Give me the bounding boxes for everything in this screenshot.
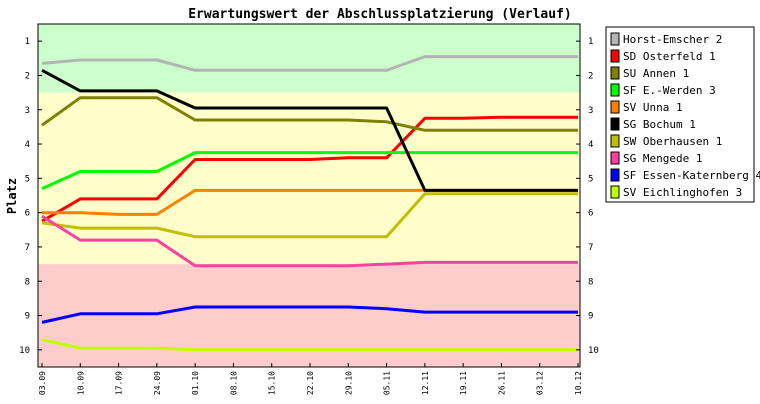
x-tick-label-13: 03.12 [536,371,545,395]
legend-label-5: SV Unna 1 [623,101,683,114]
x-tick-label-2: 17.09 [115,371,124,395]
x-tick-label-3: 24.09 [153,371,162,395]
legend-label-8: SG Mengede 1 [623,152,702,165]
series-line-3 [41,96,578,132]
x-tick-label-9: 05.11 [383,371,392,395]
legend-swatch-2 [610,49,620,63]
x-tick-label-7: 22.10 [306,371,315,395]
y-tick-label-left-8: 8 [25,277,30,287]
legend-swatch-9 [610,168,620,182]
legend-label-7: SW Oberhausen 1 [623,135,722,148]
legend-swatch-6 [610,117,620,131]
x-tick-label-4: 01.10 [191,371,200,395]
legend-label-10: SV Eichlinghofen 3 [623,186,742,199]
x-tick-label-6: 15.10 [268,371,277,395]
series-line-4 [41,151,578,190]
y-tick-label-right-10: 10 [588,346,599,356]
y-tick-label-left-9: 9 [25,312,30,322]
x-tick-label-11: 19.11 [459,371,468,395]
y-tick-label-left-5: 5 [25,174,30,184]
series-line-6 [41,68,578,192]
y-tick-label-right-2: 2 [588,71,593,81]
background-band-0 [38,24,580,93]
y-tick-label-right-4: 4 [588,140,593,150]
legend-swatch-1 [610,32,620,46]
legend-label-9: SF Essen-Katernberg 4 [623,169,760,182]
legend: Horst-Emscher 2 SD Osterfeld 1 SU Annen 1 S… [605,26,760,203]
chart-title: Erwartungswert der Abschlussplatzierung … [188,7,572,22]
series-line-7 [41,192,578,239]
background-band-2 [38,264,580,367]
x-tick-label-0: 03.09 [38,371,47,395]
series-line-8 [41,214,578,268]
y-tick-label-right-5: 5 [588,174,593,184]
y-tick-label-left-10: 10 [19,346,30,356]
y-tick-label-right-9: 9 [588,312,593,322]
y-tick-label-right-6: 6 [588,209,593,219]
legend-swatch-5 [610,100,620,114]
legend-swatch-4 [610,83,620,97]
legend-label-4: SF E.-Werden 3 [623,84,716,97]
y-tick-label-left-1: 1 [25,37,30,47]
legend-label-3: SU Annen 1 [623,67,689,80]
y-tick-label-right-7: 7 [588,243,593,253]
x-tick-label-10: 12.11 [421,371,430,395]
y-tick-label-right-8: 8 [588,277,593,287]
legend-label-1: Horst-Emscher 2 [623,33,722,46]
legend-swatch-7 [610,134,620,148]
x-tick-label-14: 10.12 [574,371,583,395]
series-lines [41,55,578,352]
legend-swatch-8 [610,151,620,165]
legend-box [605,26,755,203]
x-tick-label-8: 29.10 [344,371,353,395]
y-tick-label-right-1: 1 [588,37,593,47]
y-axis-label: Platz [5,178,19,214]
y-tick-label-left-3: 3 [25,106,30,116]
series-line-9 [41,305,578,324]
y-tick-label-left-2: 2 [25,71,30,81]
x-tick-label-5: 08.10 [229,371,238,395]
series-line-1 [41,55,578,72]
y-tick-label-left-7: 7 [25,243,30,253]
background-bands [38,24,580,367]
y-tick-label-left-4: 4 [25,140,30,150]
legend-swatch-3 [610,66,620,80]
x-tick-label-1: 10.09 [76,371,85,395]
x-tick-label-12: 26.11 [497,371,506,395]
legend-label-2: SD Osterfeld 1 [623,50,716,63]
x-axis-ticks: 03.09 10.09 17.09 24.09 01.10 08.10 15.10 22.10… [38,363,583,395]
legend-label-6: SG Bochum 1 [623,118,696,131]
y-tick-label-right-3: 3 [588,106,593,116]
legend-swatch-10 [610,185,620,199]
series-line-10 [41,338,578,352]
y-axis-ticks: 1 1 2 2 3 3 4 4 5 5 6 6 7 7 8 8 9 9 10 10 [19,37,599,356]
series-line-2 [41,115,578,223]
plot-frame [37,23,581,368]
y-tick-label-left-6: 6 [25,209,30,219]
